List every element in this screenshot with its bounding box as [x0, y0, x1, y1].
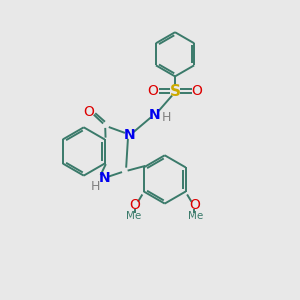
Text: O: O	[148, 84, 158, 98]
Text: H: H	[91, 180, 100, 193]
Text: S: S	[169, 84, 181, 99]
Text: O: O	[83, 105, 94, 119]
Text: N: N	[124, 128, 135, 142]
Text: H: H	[162, 111, 172, 124]
Text: N: N	[148, 108, 160, 122]
Text: O: O	[130, 198, 140, 212]
Text: Me: Me	[188, 211, 204, 221]
Text: O: O	[192, 84, 203, 98]
Text: Me: Me	[126, 211, 141, 221]
Text: N: N	[98, 171, 110, 185]
Text: O: O	[189, 198, 200, 212]
